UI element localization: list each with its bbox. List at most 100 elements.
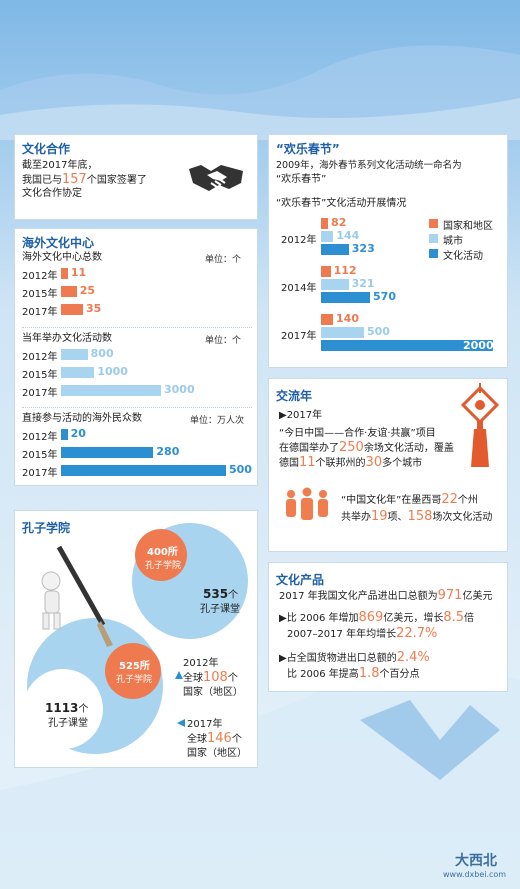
data-label: 323 [351,242,375,255]
legend-swatch [429,219,438,228]
bar [61,465,226,476]
centers-title: 海外文化中心 [22,236,95,250]
exchange-l2-pre: 在德国举办了 [279,443,339,454]
culture-coop-line1: 截至2017年底， [22,160,98,171]
exchange-l3: 德国11个联邦州的30多个城市 [279,456,422,471]
centers-sub3: 直接参与活动的海外民众数 [22,413,142,424]
products-l3-num: 22.7% [396,626,438,641]
data-label: 321 [351,277,375,290]
exchange-l4-pre: “中国文化年”在墨西哥 [341,495,442,506]
centers-unit2: 单位：个 [205,336,242,346]
spring-desc2: “欢乐春节” [276,174,327,185]
category-label: 2012年 [22,352,58,363]
legend-label: 城市 [443,236,463,247]
products-l2-post: 倍 [464,613,475,624]
products-l2-num2: 8.5 [443,610,465,625]
confucius-y1-l3: 国家（地区） [183,687,243,698]
bar [321,266,331,277]
centers-unit1: 单位：个 [205,255,242,265]
products-l4: ▶占全国货物进出口总额的2.4% [279,651,430,666]
data-label: 140 [336,312,359,325]
divider [22,407,252,408]
products-l5-post: 个百分点 [379,669,420,680]
bar [61,349,88,360]
data-label: 35 [86,302,102,315]
bar [61,429,68,440]
exchange-l4-num: 22 [441,492,458,507]
confucius-c-txt: 孔子学院 [116,675,153,685]
exchange-title: 交流年 [276,389,313,403]
exchange-panel: 交流年 ▶2017年 “今日中国——合作·友谊·共赢”项目 在德国举办了250余… [268,378,508,552]
bar [321,314,334,325]
confucius-y2-l2: 全球146个 [187,732,242,747]
products-l3-pre: 2007–2017 年年均增长 [287,629,397,640]
category-label: 2015年 [22,450,58,461]
exchange-l3-pre: 德国 [279,458,299,469]
bar [61,304,83,315]
confucius-d-num: 1113 [45,701,79,715]
confucius-y2-l2-pre: 全球 [187,734,207,745]
confucius-y2-l2-num: 146 [207,731,232,746]
bar [321,218,329,229]
confucius-c-num: 525所 [119,661,150,672]
category-label: 2017年 [22,307,58,318]
confucius-d-unit: 个 [78,704,89,715]
confucius-b-unit: 个 [228,590,239,601]
exchange-l2-num: 250 [339,440,364,455]
exchange-l3-num2: 30 [365,455,383,470]
culture-coop-panel: 文化合作 截至2017年底， 我国已与157个国家签署了 文化合作协定 [14,134,258,220]
exchange-l2-post: 余场文化活动，覆盖 [363,443,454,454]
centers-chart-1: 2012年 11 2015年 25 2017年 35 [15,266,259,321]
figure-with-brush-icon [41,545,113,647]
data-label: 82 [331,216,347,229]
confucius-title: 孔子学院 [22,521,71,535]
data-label: 1000 [97,365,128,378]
products-l2-pre: ▶比 2006 年增加 [279,613,359,624]
confucius-a-txt: 孔子学院 [145,561,182,571]
exchange-l5-post: 场次文化活动 [432,512,493,523]
bar [321,244,349,255]
category-label: 2012年 [22,432,58,443]
confucius-b: 535个 [203,587,238,603]
centers-panel: 海外文化中心 海外文化中心总数 单位：个 2012年 11 2015年 25 2017年… [14,228,258,486]
confucius-a-num: 400所 [147,547,178,558]
legend-swatch [429,249,438,258]
category-label: 2017年 [22,468,58,479]
data-label: 280 [156,445,180,458]
centers-unit3: 单位：万人次 [190,416,245,426]
exchange-l2: 在德国举办了250余场文化活动，覆盖 [279,441,454,456]
products-l1-pre: 2017 年我国文化产品进出口总额为 [279,591,438,602]
exchange-l5-num2: 158 [407,509,433,524]
bar [61,367,95,378]
products-l4-pre: ▶占全国货物进出口总额的 [279,653,397,664]
data-label: 20 [70,427,86,440]
exchange-l3-post: 多个城市 [382,458,423,469]
divider [22,327,252,328]
spring-title: “欢乐春节” [276,142,340,156]
spring-chart: 2012年 82 144 323 2014年 112 321 570 2017年 140 500 20… [269,215,509,365]
confucius-y2-l3: 国家（地区） [187,748,247,759]
exchange-l5-num1: 19 [371,509,388,524]
exchange-l4-post: 个州 [457,495,478,506]
products-l5-num: 1.8 [358,666,380,681]
data-label: 500 [229,463,252,476]
confucius-d-txt: 孔子课堂 [48,718,88,729]
products-l2-mid: 亿美元，增长 [383,613,444,624]
bar [61,447,154,458]
culture-coop-line2-pre: 我国已与 [22,175,62,186]
legend-label: 国家和地区 [443,221,493,232]
exchange-l4: “中国文化年”在墨西哥22个州 [341,493,478,508]
chinese-knot-icon [460,383,500,467]
watermark-site: www.dxbei.com [443,870,507,879]
legend-swatch [429,234,438,243]
bar [61,286,77,297]
category-label: 2012年 [22,271,58,282]
bar [321,292,371,303]
centers-sub1: 海外文化中心总数 [22,252,102,263]
products-l1: 2017 年我国文化产品进出口总额为971亿美元 [279,589,492,604]
data-label: 2000 [463,339,494,352]
centers-chart-3: 2012年 20 2015年 280 2017年 500 [15,427,259,482]
data-label: 570 [373,290,396,303]
spring-chart-title: “欢乐春节”文化活动开展情况 [276,198,407,209]
exchange-l3-num1: 11 [299,455,316,470]
